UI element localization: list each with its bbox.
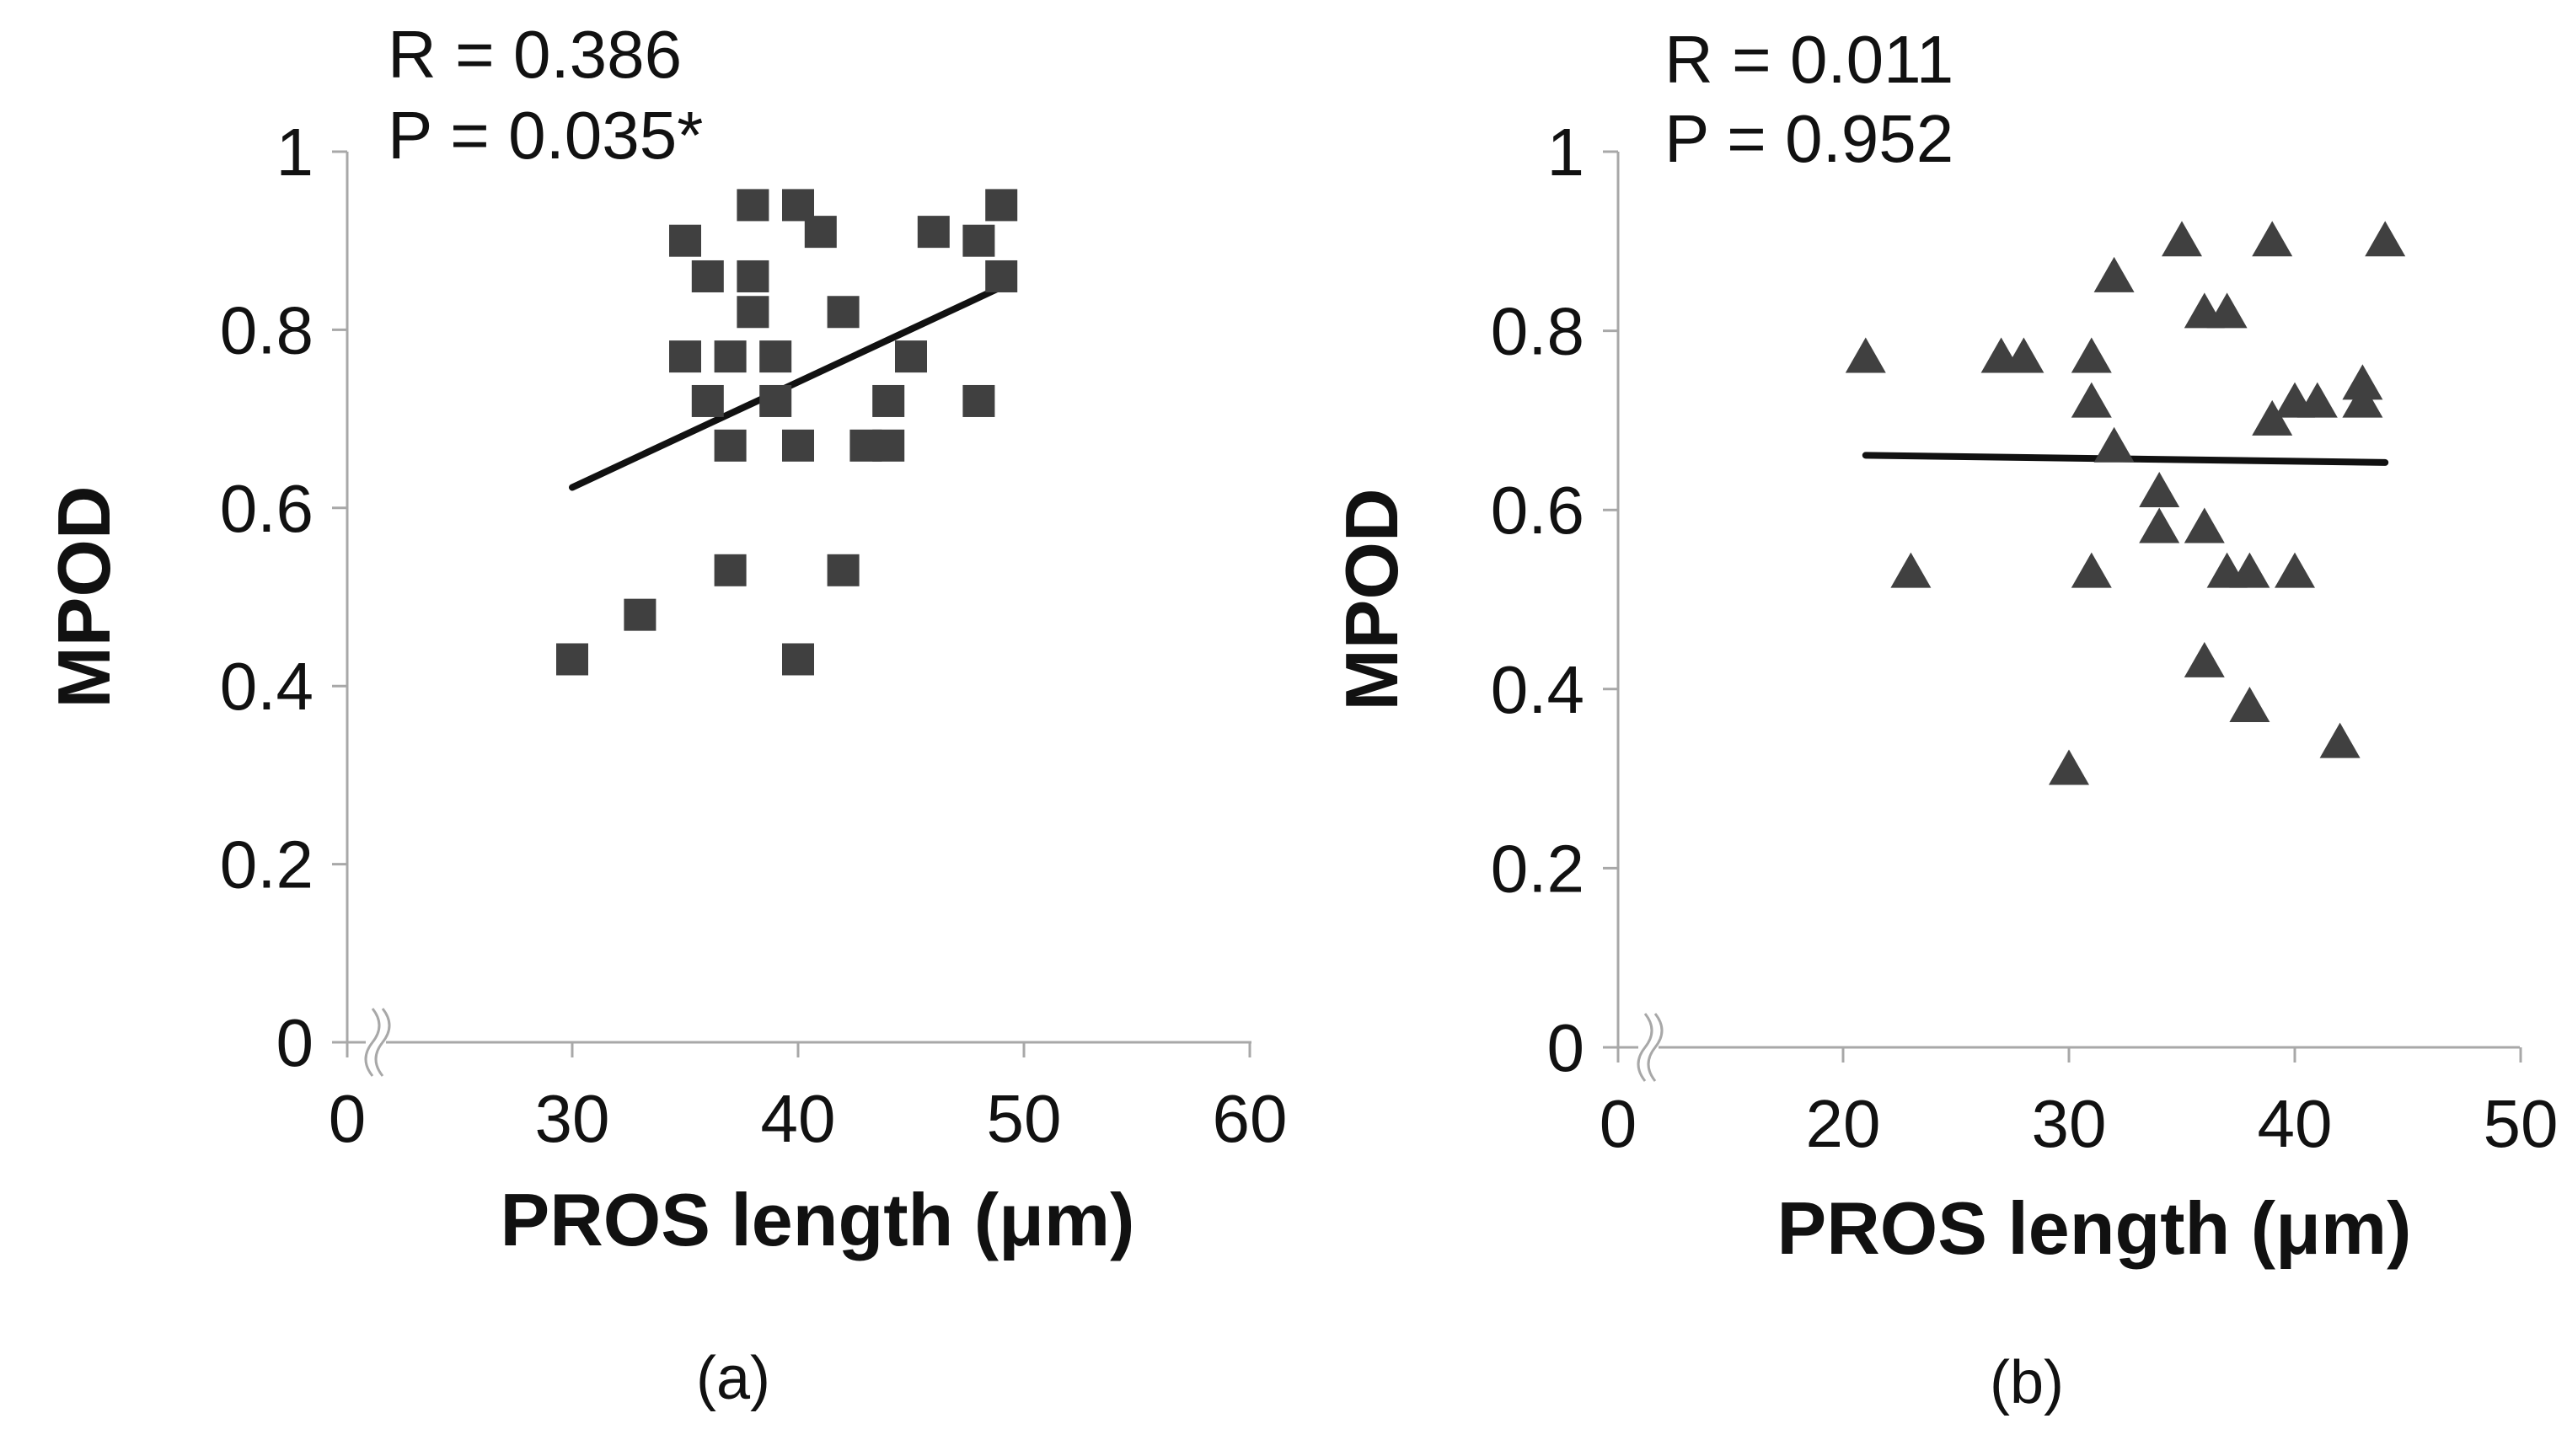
data-point bbox=[2252, 399, 2293, 436]
data-point bbox=[962, 224, 995, 257]
data-point bbox=[2093, 426, 2135, 463]
x-tick-label: 0 bbox=[1600, 1086, 1637, 1161]
y-axis-title: MPOD bbox=[42, 486, 126, 709]
data-point bbox=[985, 260, 1018, 292]
panel-label: (a) bbox=[696, 1345, 770, 1412]
data-point bbox=[2071, 382, 2112, 418]
y-tick-label: 0.8 bbox=[1491, 294, 1584, 369]
data-point bbox=[782, 643, 814, 676]
p-value-text: P = 0.035* bbox=[388, 98, 703, 173]
y-tick-label: 0.4 bbox=[220, 649, 314, 724]
data-point bbox=[669, 224, 701, 257]
data-point bbox=[556, 643, 588, 676]
data-point bbox=[827, 296, 860, 329]
data-point bbox=[872, 429, 905, 462]
data-point bbox=[2184, 507, 2225, 543]
data-point bbox=[2296, 382, 2338, 418]
data-point bbox=[872, 384, 905, 417]
data-point bbox=[624, 598, 656, 631]
x-tick-label: 20 bbox=[1806, 1086, 1881, 1161]
x-axis-title: PROS length (μm) bbox=[501, 1178, 1135, 1261]
data-point bbox=[2139, 471, 2180, 507]
axis-break-mark bbox=[364, 1008, 381, 1077]
x-tick-label: 0 bbox=[329, 1081, 367, 1156]
data-point bbox=[737, 296, 769, 329]
y-tick-label: 0.6 bbox=[220, 471, 314, 546]
data-point bbox=[2365, 221, 2406, 257]
data-point bbox=[759, 384, 792, 417]
y-tick-label: 1 bbox=[276, 115, 314, 190]
axis-break-mark bbox=[374, 1008, 391, 1077]
data-point bbox=[2049, 749, 2089, 785]
x-tick-label: 50 bbox=[987, 1081, 1062, 1156]
x-tick-label: 30 bbox=[535, 1081, 610, 1156]
y-tick-label: 0.4 bbox=[1491, 652, 1584, 727]
x-tick-label: 30 bbox=[2032, 1086, 2107, 1161]
data-point bbox=[2275, 552, 2315, 588]
data-point bbox=[2139, 507, 2180, 543]
data-point bbox=[804, 216, 837, 249]
x-tick-label: 50 bbox=[2484, 1086, 2559, 1161]
x-tick-label: 40 bbox=[761, 1081, 836, 1156]
x-axis-title: PROS length (μm) bbox=[1777, 1186, 2412, 1270]
y-tick-label: 1 bbox=[1547, 115, 1585, 190]
data-point bbox=[2003, 337, 2044, 373]
data-point bbox=[2342, 364, 2383, 400]
data-point bbox=[2071, 337, 2112, 373]
data-point bbox=[2071, 552, 2112, 588]
p-value-text: P = 0.952 bbox=[1664, 101, 1953, 176]
data-point bbox=[782, 429, 814, 462]
data-point bbox=[895, 340, 927, 373]
data-point bbox=[2342, 382, 2383, 418]
data-point bbox=[962, 384, 995, 417]
panel-label: (b) bbox=[1990, 1349, 2064, 1416]
data-point bbox=[827, 554, 860, 586]
data-point bbox=[737, 260, 769, 292]
y-tick-label: 0.2 bbox=[1491, 831, 1584, 906]
correlation-r-text: R = 0.386 bbox=[388, 17, 682, 92]
axis-break-mark bbox=[1647, 1013, 1664, 1082]
data-point bbox=[782, 189, 814, 222]
data-point bbox=[985, 189, 1018, 222]
data-point bbox=[737, 189, 769, 222]
data-point bbox=[2252, 221, 2293, 257]
y-tick-label: 0.2 bbox=[220, 827, 314, 902]
y-tick-label: 0 bbox=[276, 1005, 314, 1080]
correlation-r-text: R = 0.011 bbox=[1664, 22, 1953, 97]
data-point bbox=[2206, 292, 2248, 329]
data-point bbox=[691, 384, 724, 417]
data-point bbox=[759, 340, 792, 373]
y-tick-label: 0 bbox=[1547, 1010, 1585, 1085]
y-tick-label: 0.6 bbox=[1491, 473, 1584, 548]
y-axis-title: MPOD bbox=[1330, 489, 1413, 711]
x-tick-label: 40 bbox=[2258, 1086, 2333, 1161]
data-point bbox=[714, 554, 747, 586]
data-point bbox=[917, 216, 950, 249]
x-tick-label: 60 bbox=[1213, 1081, 1288, 1156]
data-point bbox=[714, 429, 747, 462]
axis-break-mark bbox=[1637, 1013, 1653, 1082]
data-point bbox=[2319, 722, 2361, 758]
data-point bbox=[2184, 641, 2225, 677]
data-point bbox=[2229, 552, 2270, 588]
data-point bbox=[1845, 337, 1886, 373]
data-point bbox=[691, 260, 724, 292]
data-point bbox=[2229, 687, 2270, 723]
data-point bbox=[1890, 552, 1932, 588]
data-point bbox=[669, 340, 701, 373]
data-point bbox=[714, 340, 747, 373]
y-tick-label: 0.8 bbox=[220, 292, 314, 367]
data-point bbox=[2093, 256, 2135, 292]
data-point bbox=[2162, 221, 2202, 257]
